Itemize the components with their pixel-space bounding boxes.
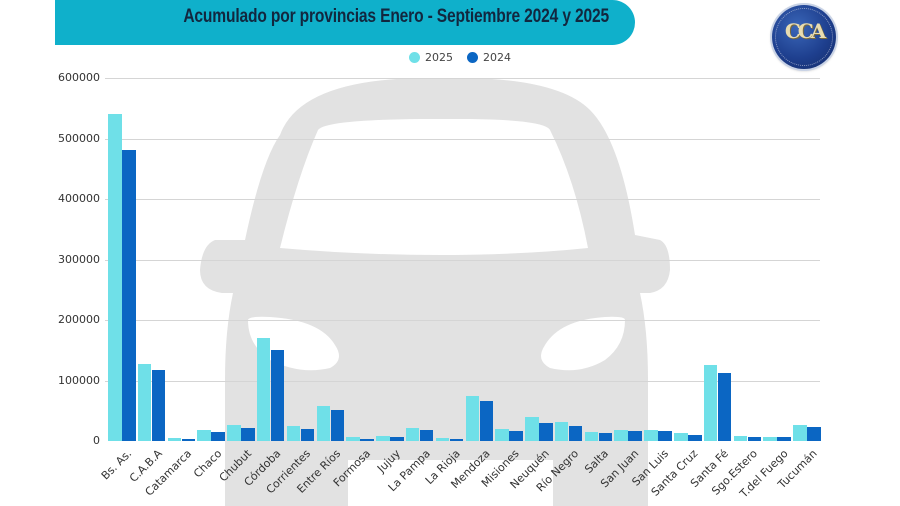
bar-2025[interactable] — [465, 395, 479, 441]
bar-2024[interactable] — [777, 437, 791, 441]
bar-2025[interactable] — [227, 425, 241, 441]
bar-2025[interactable] — [614, 429, 628, 441]
legend-item-2025[interactable]: 2025 — [409, 51, 453, 64]
bar-2024[interactable] — [419, 429, 434, 441]
gridline — [105, 199, 820, 200]
bar-2025[interactable] — [405, 428, 420, 441]
cca-logo-icon: CCA — [772, 5, 836, 69]
bar-2025[interactable] — [197, 429, 211, 441]
legend-dot-2025-icon — [409, 52, 420, 63]
bar-2025[interactable] — [644, 429, 658, 441]
legend-item-2024[interactable]: 2024 — [467, 51, 511, 64]
gridline — [105, 259, 820, 261]
bar-2024[interactable] — [807, 427, 821, 441]
bar-2024[interactable] — [479, 400, 493, 441]
legend: 2025 2024 — [409, 51, 511, 64]
legend-dot-2024-icon — [467, 52, 478, 63]
bar-2025[interactable] — [316, 406, 331, 441]
bar-2024[interactable] — [509, 430, 523, 441]
y-tick-label: 100000 — [58, 373, 100, 387]
bar-2025[interactable] — [554, 422, 569, 441]
bar-2024[interactable] — [151, 369, 166, 441]
bar-2024[interactable] — [390, 436, 404, 441]
logo-ring — [775, 8, 833, 66]
bar-2024[interactable] — [300, 428, 315, 441]
y-tick-label: 500000 — [58, 131, 100, 145]
plot-area — [105, 78, 821, 441]
bar-2024[interactable] — [360, 438, 374, 441]
bar-2025[interactable] — [733, 435, 748, 441]
y-tick-label: 0 — [93, 434, 100, 447]
bar-2024[interactable] — [628, 431, 642, 441]
bar-2024[interactable] — [270, 350, 285, 441]
bar-2025[interactable] — [584, 431, 599, 441]
bar-2024[interactable] — [568, 425, 583, 441]
bar-2025[interactable] — [763, 436, 777, 441]
y-tick-label: 300000 — [58, 252, 100, 266]
bar-2024[interactable] — [717, 372, 732, 441]
gridline — [105, 380, 820, 382]
bar-2024[interactable] — [688, 435, 702, 441]
bar-2024[interactable] — [122, 150, 136, 441]
bar-2025[interactable] — [137, 364, 152, 441]
bar-2024[interactable] — [658, 431, 672, 441]
bar-2025[interactable] — [495, 428, 509, 441]
bar-2024[interactable] — [211, 431, 225, 441]
bar-2024[interactable] — [598, 433, 613, 441]
gridline — [105, 320, 820, 321]
y-tick-label: 400000 — [58, 192, 100, 205]
bar-2024[interactable] — [330, 409, 345, 441]
bar-2025[interactable] — [286, 425, 301, 441]
bar-2025[interactable] — [346, 437, 360, 441]
bar-2024[interactable] — [449, 438, 464, 441]
bar-2025[interactable] — [525, 417, 539, 441]
bar-2025[interactable] — [167, 438, 182, 441]
logo-text: CCA — [784, 19, 826, 43]
bar-2024[interactable] — [241, 428, 255, 441]
chart-title: Acumulado por provincias Enero - Septiem… — [183, 6, 609, 27]
bar-2025[interactable] — [108, 114, 122, 441]
gridline — [105, 138, 820, 140]
bar-2025[interactable] — [703, 365, 718, 441]
bar-2025[interactable] — [793, 424, 807, 441]
bar-2025[interactable] — [376, 435, 390, 441]
y-tick-label: 200000 — [58, 313, 100, 326]
bar-2025[interactable] — [435, 437, 450, 441]
gridline — [105, 78, 820, 79]
bar-2025[interactable] — [256, 337, 271, 441]
bar-2024[interactable] — [747, 437, 762, 441]
bar-2024[interactable] — [181, 439, 196, 441]
y-tick-label: 600000 — [58, 71, 100, 84]
legend-label-2024: 2024 — [483, 51, 511, 64]
title-banner: Acumulado por provincias Enero - Septiem… — [55, 0, 635, 45]
bar-2025[interactable] — [674, 433, 688, 441]
bar-2024[interactable] — [539, 422, 553, 441]
legend-label-2025: 2025 — [425, 51, 453, 64]
